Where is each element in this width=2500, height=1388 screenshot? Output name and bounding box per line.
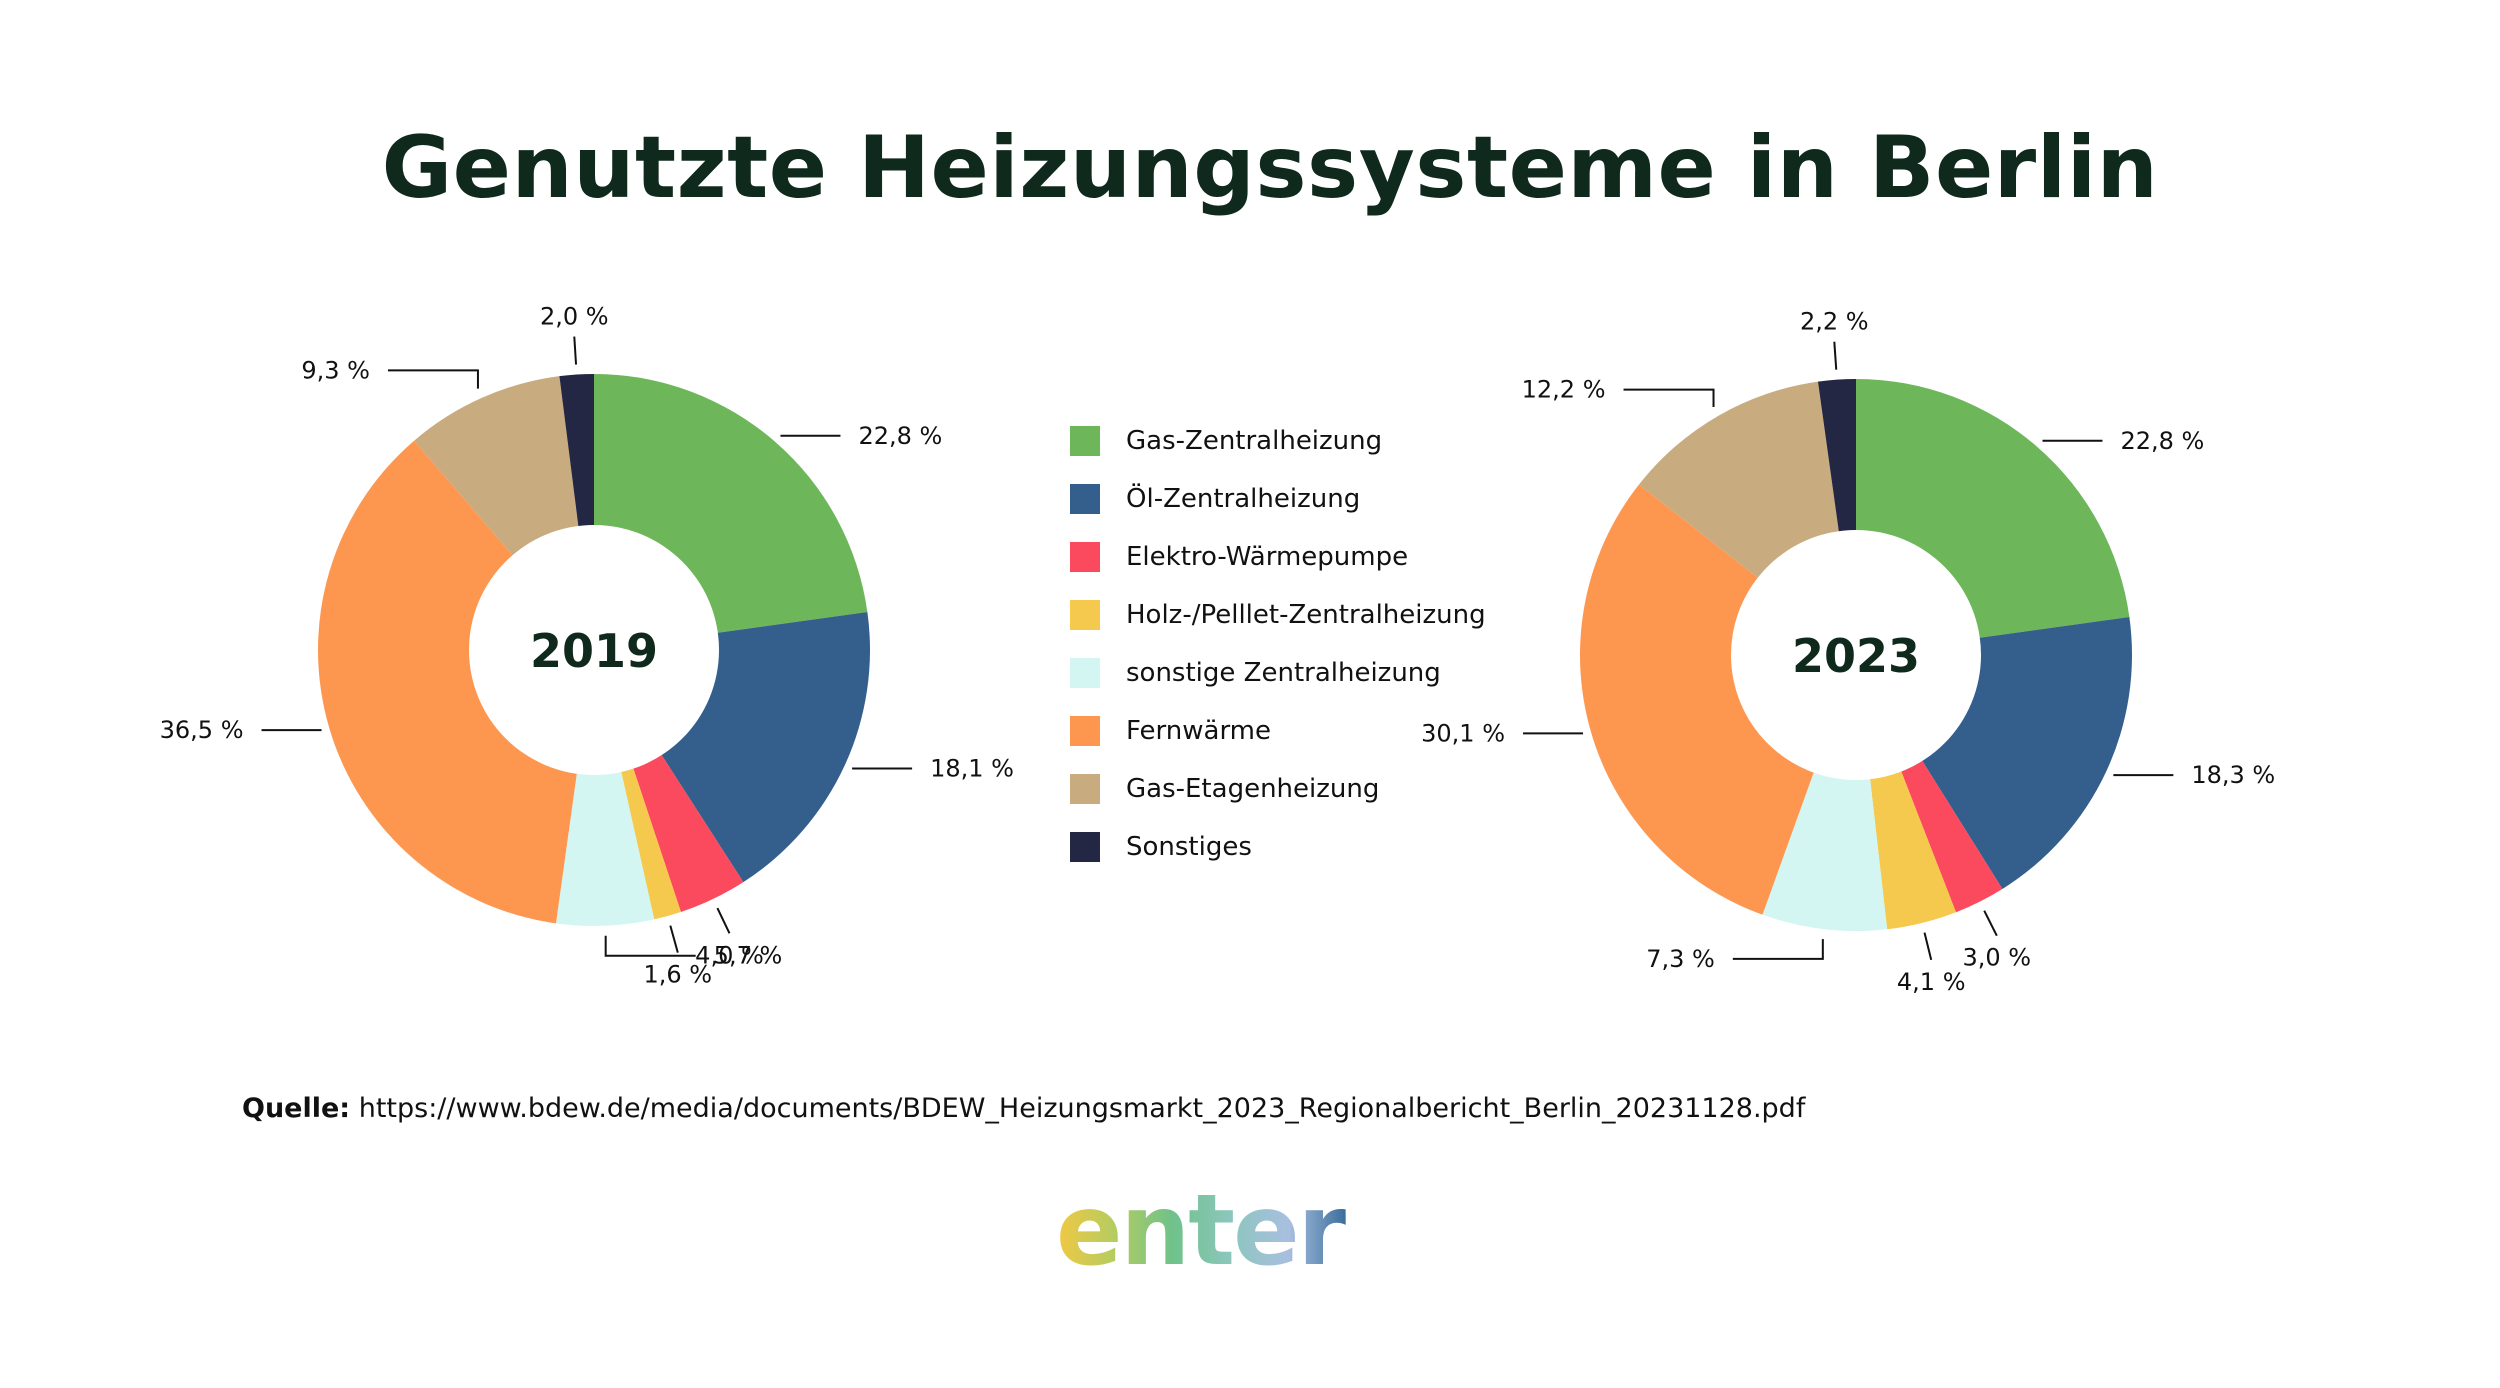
value-label: 3,0 %	[1962, 944, 2031, 972]
slice-sonstige-zentralheizung	[555, 650, 655, 926]
center-year-label: 2023	[1792, 629, 1920, 683]
legend-label: Gas-Etagenheizung	[1126, 774, 1380, 804]
legend-swatch	[1070, 716, 1100, 746]
value-label: 9,3 %	[301, 356, 370, 384]
value-label: 30,1 %	[1421, 719, 1505, 747]
donut-chart-2019: 22,8 % 18,1 % 4,0 %1,6 %5,7 % 36,5 % 9,3 % 2,…	[160, 303, 1014, 989]
legend-label: Fernwärme	[1126, 716, 1271, 746]
value-label: 7,3 %	[1646, 945, 1715, 973]
value-label: 1,6 %	[644, 961, 713, 989]
legend-swatch	[1070, 542, 1100, 572]
legend-swatch	[1070, 600, 1100, 630]
legend-label: sonstige Zentralheizung	[1126, 658, 1441, 688]
value-label: 2,0 %	[540, 303, 609, 331]
legend-swatch	[1070, 484, 1100, 514]
legend-item-oel-zentralheizung: Öl-Zentralheizung	[1070, 470, 1486, 528]
legend-swatch	[1070, 832, 1100, 862]
leader-line	[1983, 910, 1998, 937]
legend-item-sonstige-zentralheizung: sonstige Zentralheizung	[1070, 644, 1486, 702]
legend-item-fernwaerme: Fernwärme	[1070, 702, 1486, 760]
value-label: 18,3 %	[2191, 761, 2275, 789]
value-label: 5,7 %	[714, 942, 783, 970]
legend-label: Holz-/Pelllet-Zentralheizung	[1126, 600, 1486, 630]
legend-label: Sonstiges	[1126, 832, 1252, 862]
legend-item-gas-etagenheizung: Gas-Etagenheizung	[1070, 760, 1486, 818]
legend-label: Gas-Zentralheizung	[1126, 426, 1383, 456]
donut-hole	[1731, 530, 1981, 780]
value-label: 36,5 %	[160, 716, 244, 744]
chart-title: Genutzte Heizungssysteme in Berlin	[381, 118, 2159, 218]
slice-fernwaerme	[317, 440, 594, 924]
legend-item-holz-pelllet-zentralheizung: Holz-/Pelllet-Zentralheizung	[1070, 586, 1486, 644]
leader-line	[573, 336, 578, 365]
value-label: 2,2 %	[1800, 308, 1869, 336]
legend-label: Öl-Zentralheizung	[1126, 484, 1361, 514]
value-label: 22,8 %	[2120, 427, 2204, 455]
leader-line	[669, 925, 679, 953]
leader-line	[1923, 932, 1933, 961]
leader-line	[604, 935, 696, 957]
value-label: 4,0 %	[695, 941, 764, 969]
donut-hole	[469, 525, 719, 775]
logo-text: enter	[1056, 1180, 1347, 1288]
enter-logo: enter	[0, 1174, 2400, 1294]
legend-swatch	[1070, 774, 1100, 804]
leader-line	[1833, 341, 1838, 370]
value-label: 18,1 %	[930, 754, 1014, 782]
legend-label: Elektro-Wärmepumpe	[1126, 542, 1409, 572]
leader-line	[1623, 388, 1715, 408]
slice-fernwaerme	[1580, 484, 1856, 915]
donut-chart-2023: 22,8 % 18,3 % 3,0 %4,1 % 7,3 % 30,1 % 12,2 % 2…	[1421, 308, 2275, 996]
source-url[interactable]: https://www.bdew.de/media/documents/BDEW…	[358, 1093, 1806, 1124]
source-note: Quelle: https://www.bdew.de/media/docume…	[242, 1093, 1805, 1124]
value-label: 12,2 %	[1522, 376, 1606, 404]
value-label: 22,8 %	[858, 422, 942, 450]
legend-item-elektro-waermepumpe: Elektro-Wärmepumpe	[1070, 528, 1486, 586]
legend-swatch	[1070, 658, 1100, 688]
center-year-label: 2019	[530, 624, 658, 678]
leader-line	[1732, 939, 1824, 960]
legend-item-gas-zentralheizung: Gas-Zentralheizung	[1070, 412, 1486, 470]
legend-item-sonstiges: Sonstiges	[1070, 818, 1486, 876]
source-label: Quelle:	[242, 1093, 351, 1124]
leader-line	[387, 369, 479, 389]
enter-logo-mark: enter	[1056, 1174, 1349, 1288]
value-label: 4,1 %	[1897, 968, 1966, 996]
leader-line	[716, 907, 731, 934]
legend-swatch	[1070, 426, 1100, 456]
legend: Gas-Zentralheizung Öl-Zentralheizung Elekt…	[1070, 412, 1486, 876]
